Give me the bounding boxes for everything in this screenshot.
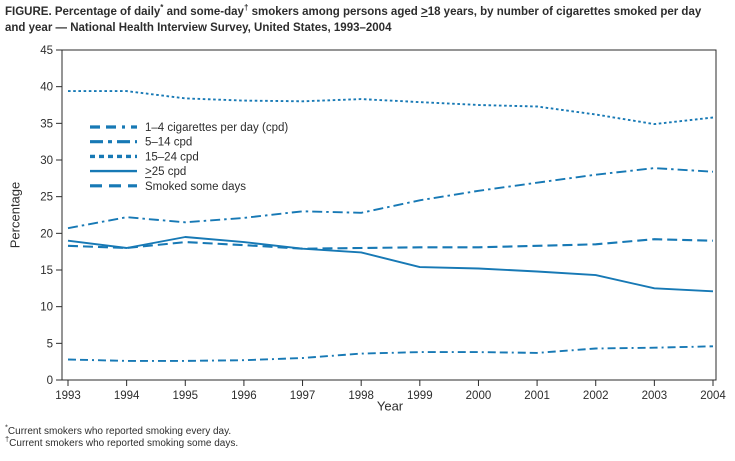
y-tick-label: 5 bbox=[47, 338, 53, 350]
x-tick-label: 2000 bbox=[466, 390, 492, 402]
figure-title-part: † bbox=[243, 3, 249, 13]
x-tick-label: 2004 bbox=[700, 390, 726, 402]
y-tick-label: 0 bbox=[47, 375, 53, 387]
x-tick-label: 1998 bbox=[348, 390, 374, 402]
footnote: *Current smokers who reported smoking ev… bbox=[5, 422, 238, 438]
x-tick-label: 1996 bbox=[231, 390, 257, 402]
legend-label-2: 15–24 cpd bbox=[145, 151, 199, 163]
figure-title-part: 18 years, by number of cigarettes smoked… bbox=[427, 6, 702, 18]
legend-label-1: 5–14 cpd bbox=[145, 137, 192, 149]
plot-frame bbox=[61, 49, 717, 381]
y-tick-label: 35 bbox=[40, 118, 53, 130]
series-line-2 bbox=[68, 90, 714, 126]
legend-label-4: Smoked some days bbox=[145, 181, 246, 193]
figure-title-part: smokers among persons aged bbox=[248, 6, 421, 18]
figure-title-part: and year — National Health Interview Sur… bbox=[5, 22, 392, 34]
x-tick-label: 2002 bbox=[583, 390, 609, 402]
figure-title-part: > bbox=[420, 6, 428, 18]
legend-label-3: >25 cpd bbox=[145, 166, 186, 178]
x-tick-label: 2001 bbox=[524, 390, 550, 402]
figure-title-line: and year — National Health Interview Sur… bbox=[5, 20, 731, 36]
y-tick-label: 40 bbox=[40, 82, 53, 94]
series-line-3 bbox=[67, 236, 714, 293]
figure-title-part: FIGURE. Percentage of daily bbox=[5, 6, 161, 18]
x-tick-label: 1993 bbox=[55, 390, 81, 402]
figure-title-line: FIGURE. Percentage of daily* and some-da… bbox=[5, 4, 731, 20]
footnote-marker: * bbox=[5, 422, 8, 432]
figure-title-part: and some-day bbox=[163, 6, 244, 18]
x-tick-label: 1999 bbox=[407, 390, 433, 402]
series-line-1 bbox=[67, 167, 714, 230]
footnote-marker: † bbox=[5, 434, 10, 444]
x-tick-label: 1995 bbox=[172, 390, 198, 402]
y-tick-label: 15 bbox=[40, 265, 53, 277]
figure-title-part: * bbox=[160, 3, 164, 13]
x-axis-title: Year bbox=[376, 398, 404, 414]
figure-title: FIGURE. Percentage of daily* and some-da… bbox=[5, 4, 731, 36]
footnote-text: Current smokers who reported smoking som… bbox=[9, 437, 239, 449]
y-tick-label: 25 bbox=[40, 192, 53, 204]
series-line-4 bbox=[67, 238, 714, 250]
x-tick-label: 1994 bbox=[114, 390, 140, 402]
y-tick-label: 10 bbox=[40, 302, 53, 314]
x-tick-label: 1997 bbox=[290, 390, 316, 402]
series-line-0 bbox=[67, 345, 714, 362]
y-tick-label: 30 bbox=[40, 155, 53, 167]
legend-label-0: 1–4 cigarettes per day (cpd) bbox=[145, 122, 288, 134]
y-tick-label: 20 bbox=[40, 228, 53, 240]
footnotes: *Current smokers who reported smoking ev… bbox=[5, 422, 239, 450]
footnote: †Current smokers who reported smoking so… bbox=[5, 435, 239, 450]
footnote-text: Current smokers who reported smoking eve… bbox=[7, 426, 232, 437]
x-tick-label: 2003 bbox=[642, 390, 668, 402]
y-axis-title: Percentage bbox=[7, 181, 23, 249]
y-tick-label: 45 bbox=[40, 45, 53, 57]
